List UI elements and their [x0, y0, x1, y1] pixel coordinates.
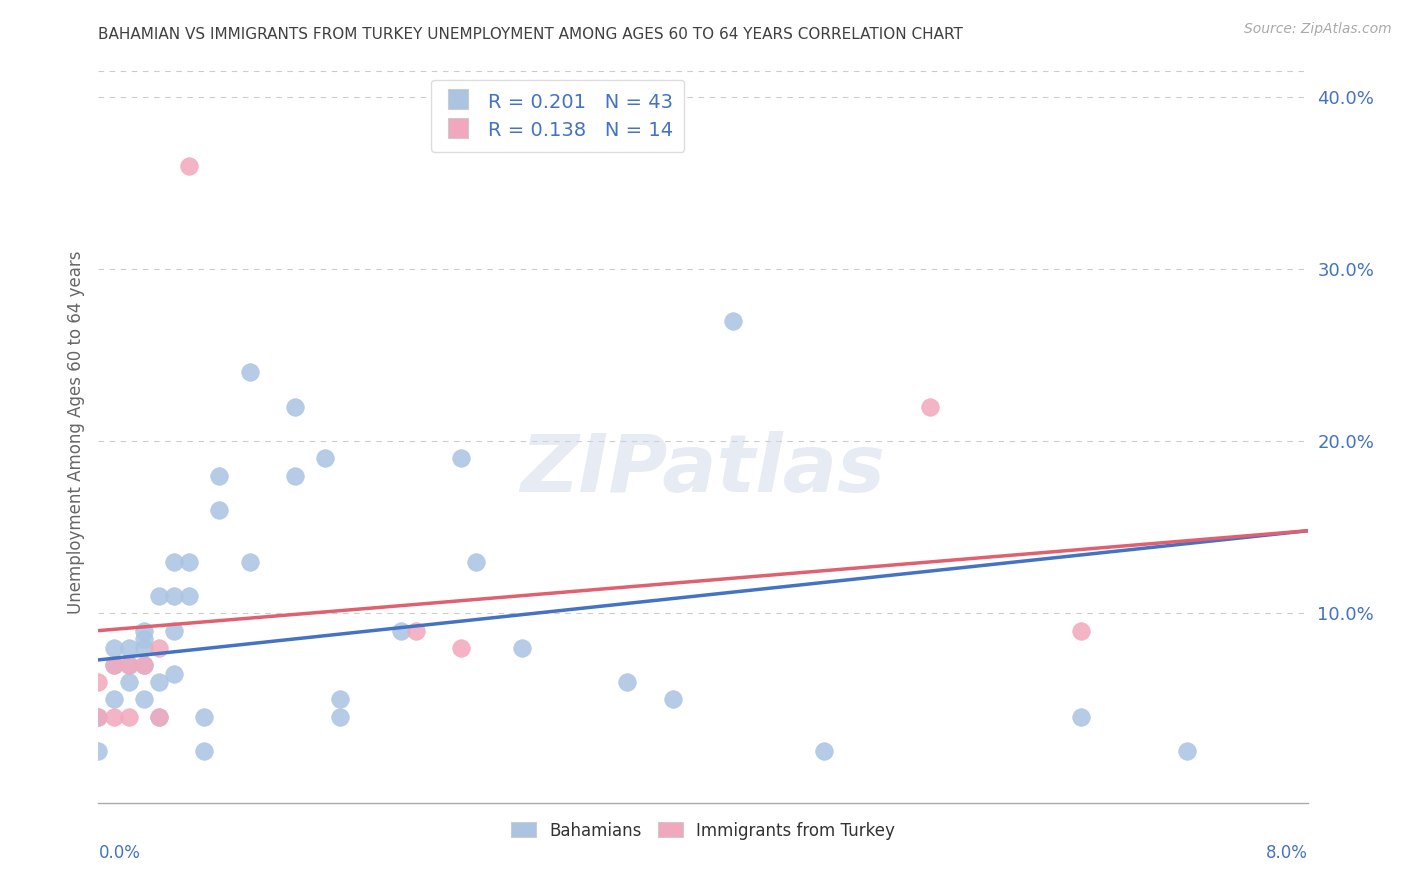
Point: [1175, 744, 1198, 758]
Point: [1070, 709, 1092, 723]
Point: [103, 692, 125, 706]
Point: [118, 658, 141, 673]
Point: [239, 365, 262, 379]
Point: [450, 640, 472, 655]
Point: [284, 400, 307, 414]
Point: [103, 640, 125, 655]
Point: [208, 503, 231, 517]
Point: [87, 744, 110, 758]
Point: [132, 624, 155, 638]
Text: Source: ZipAtlas.com: Source: ZipAtlas.com: [1244, 22, 1392, 37]
Point: [239, 555, 262, 569]
Point: [329, 709, 352, 723]
Point: [132, 658, 155, 673]
Point: [132, 658, 155, 673]
Point: [1070, 624, 1092, 638]
Point: [329, 692, 352, 706]
Point: [103, 658, 125, 673]
Text: ZIPatlas: ZIPatlas: [520, 431, 886, 508]
Point: [193, 709, 215, 723]
Legend: Bahamians, Immigrants from Turkey: Bahamians, Immigrants from Turkey: [503, 815, 903, 847]
Point: [148, 589, 170, 603]
Point: [510, 640, 533, 655]
Point: [813, 744, 835, 758]
Point: [118, 658, 141, 673]
Point: [405, 624, 427, 638]
Point: [314, 451, 336, 466]
Point: [163, 589, 186, 603]
Point: [148, 709, 170, 723]
Point: [163, 624, 186, 638]
Point: [87, 709, 110, 723]
Point: [103, 709, 125, 723]
Point: [118, 675, 141, 690]
Point: [118, 640, 141, 655]
Point: [163, 666, 186, 681]
Point: [103, 658, 125, 673]
Point: [179, 555, 201, 569]
Point: [616, 675, 638, 690]
Point: [148, 675, 170, 690]
Point: [450, 451, 472, 466]
Point: [132, 632, 155, 647]
Point: [284, 468, 307, 483]
Point: [118, 709, 141, 723]
Point: [132, 692, 155, 706]
Point: [208, 468, 231, 483]
Point: [148, 709, 170, 723]
Text: 0.0%: 0.0%: [98, 845, 141, 863]
Point: [148, 640, 170, 655]
Point: [389, 624, 412, 638]
Text: 8.0%: 8.0%: [1265, 845, 1308, 863]
Point: [132, 640, 155, 655]
Point: [918, 400, 941, 414]
Point: [193, 744, 215, 758]
Point: [465, 555, 488, 569]
Text: BAHAMIAN VS IMMIGRANTS FROM TURKEY UNEMPLOYMENT AMONG AGES 60 TO 64 YEARS CORREL: BAHAMIAN VS IMMIGRANTS FROM TURKEY UNEMP…: [98, 27, 963, 42]
Point: [163, 555, 186, 569]
Point: [661, 692, 683, 706]
Point: [723, 314, 745, 328]
Point: [87, 675, 110, 690]
Point: [179, 589, 201, 603]
Point: [87, 709, 110, 723]
Point: [179, 159, 201, 173]
Y-axis label: Unemployment Among Ages 60 to 64 years: Unemployment Among Ages 60 to 64 years: [66, 251, 84, 615]
